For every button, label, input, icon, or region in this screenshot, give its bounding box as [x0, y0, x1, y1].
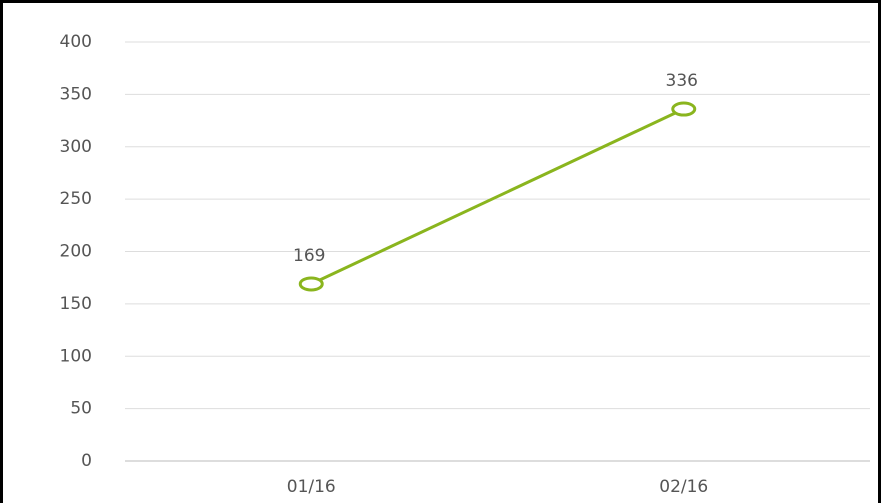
data-label: 336 — [666, 71, 698, 91]
y-tick-label: 100 — [60, 346, 92, 366]
line — [310, 107, 685, 286]
y-tick-label: 150 — [60, 294, 92, 314]
point — [298, 276, 324, 292]
data-label: 169 — [293, 246, 325, 266]
y-tick-label: 200 — [60, 242, 92, 262]
x-tick-label: 01/16 — [287, 477, 336, 497]
y-tick-label: 250 — [60, 189, 92, 209]
y-tick-label: 300 — [60, 137, 92, 157]
y-tick-label: 350 — [60, 84, 92, 104]
y-tick-label: 400 — [60, 32, 92, 52]
x-tick-label: 02/16 — [659, 477, 708, 497]
y-tick-label: 50 — [70, 399, 92, 419]
y-tick-label: 0 — [81, 451, 92, 471]
point — [671, 101, 697, 117]
